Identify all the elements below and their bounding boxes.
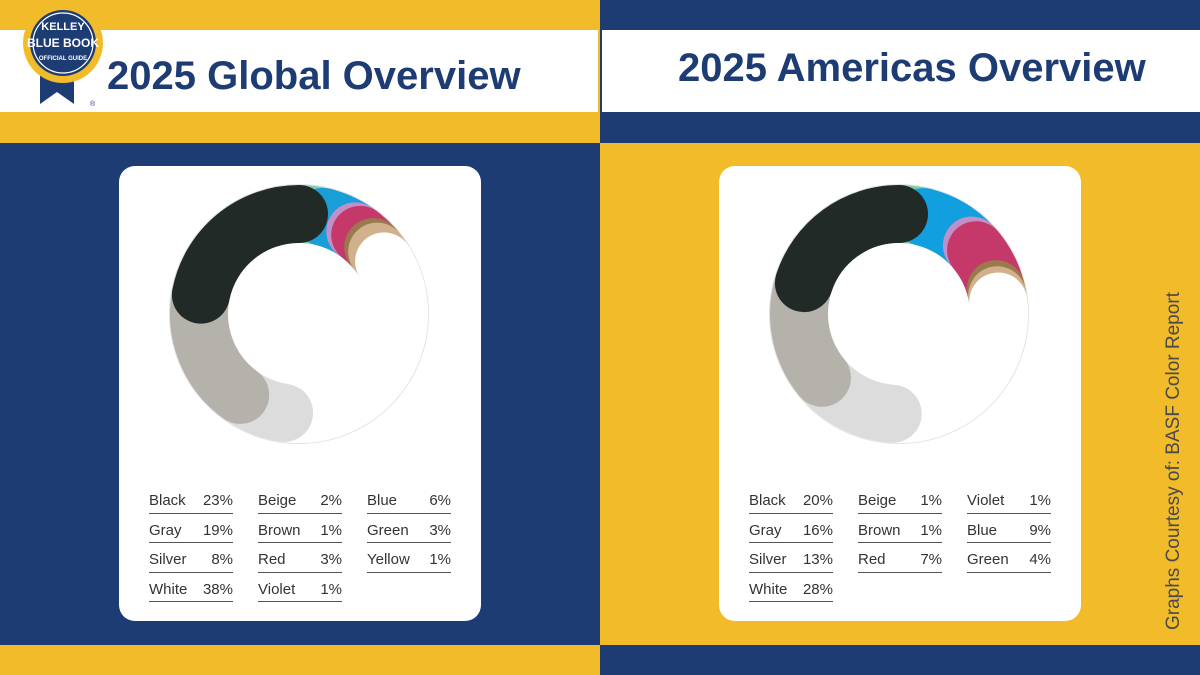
legend-row: Blue 9% (967, 514, 1051, 543)
legend-row: Silver 8% (149, 543, 233, 573)
legend-value: 16% (802, 521, 833, 539)
legend-column: Blue 6% Green 3% Yellow 1% (367, 484, 451, 573)
legend-label: Brown (258, 521, 301, 539)
global-donut-chart (169, 184, 429, 444)
legend-row: Brown 1% (258, 514, 342, 543)
legend-value: 8% (211, 551, 233, 568)
legend-value: 3% (320, 551, 342, 568)
legend-column: Violet 1% Blue 9% Green 4% (967, 484, 1051, 573)
donut-slice-white (255, 232, 428, 443)
legend-label: White (149, 580, 188, 598)
legend-column: Beige 1% Brown 1% Red 7% (858, 484, 942, 573)
legend-value: 9% (1029, 521, 1051, 539)
legend-value: 1% (320, 521, 342, 539)
legend-row: Silver 13% (749, 543, 833, 573)
legend-label: Violet (258, 580, 296, 598)
legend-row: Red 7% (858, 543, 942, 573)
americas-panel: 2025 Americas Overview Black 20% Gray 16% Si… (600, 0, 1200, 675)
legend-row: Green 3% (367, 514, 451, 543)
legend-value: 4% (1029, 551, 1051, 568)
legend-row: Violet 1% (967, 484, 1051, 514)
legend-label: Silver (749, 551, 787, 568)
logo-line2: BLUE BOOK (27, 36, 99, 50)
legend-label: White (749, 580, 788, 598)
americas-donut-chart (769, 184, 1029, 444)
legend-row: Red 3% (258, 543, 342, 573)
legend-value: 20% (802, 492, 833, 509)
legend-value: 1% (320, 580, 342, 598)
legend-row: White 38% (149, 573, 233, 602)
legend-row: Black 23% (149, 484, 233, 514)
legend-value: 28% (802, 580, 833, 598)
legend-row: Yellow 1% (367, 543, 451, 573)
legend-value: 1% (1029, 492, 1051, 509)
legend-row: Green 4% (967, 543, 1051, 573)
legend-row: White 28% (749, 573, 833, 602)
legend-label: Beige (258, 492, 297, 509)
legend-row: Violet 1% (258, 573, 342, 602)
logo-line3: OFFICIAL GUIDE (39, 56, 87, 62)
legend-label: Silver (149, 551, 187, 568)
legend-row: Beige 2% (258, 484, 342, 514)
legend-label: Blue (367, 492, 398, 509)
legend-row: Brown 1% (858, 514, 942, 543)
global-panel: 2025 Global Overview Black 23% Gray 19% Silv… (0, 0, 600, 675)
kelley-blue-book-logo: KELLEY BLUE BOOK OFFICIAL GUIDE ® (23, 3, 103, 108)
legend-value: 19% (202, 521, 233, 539)
donut-outline (169, 184, 429, 444)
legend-label: Gray (149, 521, 182, 539)
logo-registered-mark: ® (90, 100, 96, 108)
legend-label: Green (367, 521, 409, 539)
legend-value: 1% (920, 492, 942, 509)
title-bar (602, 30, 1200, 112)
legend-label: Green (967, 551, 1009, 568)
legend-value: 23% (202, 492, 233, 509)
legend-label: Red (258, 551, 286, 568)
legend-column: Beige 2% Brown 1% Red 3% Violet 1% (258, 484, 342, 602)
legend-value: 38% (202, 580, 233, 598)
donut-outline (769, 184, 1029, 444)
bottom-band (0, 645, 600, 675)
donut-slice-black (774, 185, 928, 313)
americas-chart-card: Black 20% Gray 16% Silver 13% White 28% Beige 1% B… (719, 166, 1081, 621)
global-title: 2025 Global Overview (107, 54, 521, 98)
legend-value: 1% (429, 551, 451, 568)
legend-value: 2% (320, 492, 342, 509)
legend-value: 1% (920, 521, 942, 539)
legend-label: Beige (858, 492, 897, 509)
legend-label: Black (149, 492, 186, 509)
legend-label: Brown (858, 521, 901, 539)
bottom-band (600, 645, 1200, 675)
legend-label: Blue (967, 521, 998, 539)
legend-row: Black 20% (749, 484, 833, 514)
legend-column: Black 20% Gray 16% Silver 13% White 28% (749, 484, 833, 602)
legend-column: Black 23% Gray 19% Silver 8% White 38% (149, 484, 233, 602)
legend-label: Violet (967, 492, 1005, 509)
credit-text: Graphs Courtesy of: BASF Color Report (1163, 292, 1184, 630)
legend-row: Gray 16% (749, 514, 833, 543)
legend-value: 7% (920, 551, 942, 568)
americas-title: 2025 Americas Overview (678, 46, 1146, 90)
legend-row: Beige 1% (858, 484, 942, 514)
legend-row: Blue 6% (367, 484, 451, 514)
legend-label: Yellow (367, 551, 410, 568)
donut-slice-black (171, 185, 328, 324)
legend-value: 6% (429, 492, 451, 509)
legend-label: Gray (749, 521, 782, 539)
legend-value: 13% (802, 551, 833, 568)
legend-row: Gray 19% (149, 514, 233, 543)
legend-label: Red (858, 551, 886, 568)
legend-label: Black (749, 492, 786, 509)
global-chart-card: Black 23% Gray 19% Silver 8% White 38% Beige 2% Br… (119, 166, 481, 621)
logo-line1: KELLEY (41, 21, 85, 33)
legend-value: 3% (429, 521, 451, 539)
